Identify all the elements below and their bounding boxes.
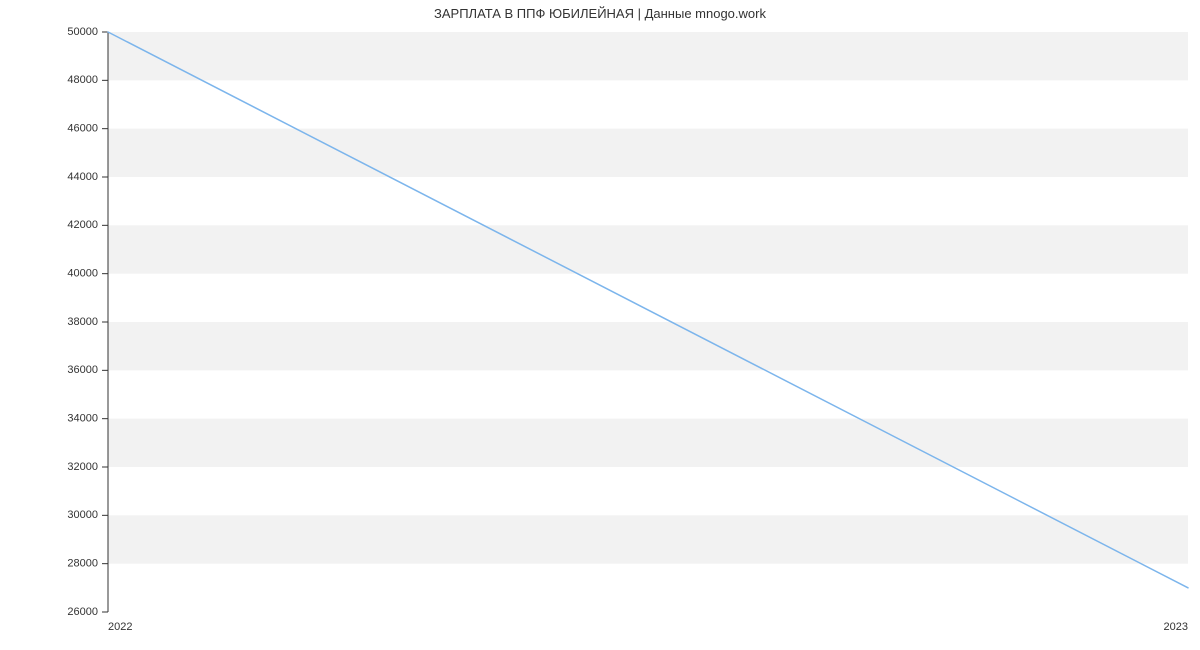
y-tick-label: 32000 — [67, 461, 98, 473]
y-tick-label: 48000 — [67, 74, 98, 86]
y-tick-label: 30000 — [67, 509, 98, 521]
y-tick-label: 28000 — [67, 558, 98, 570]
y-tick-label: 44000 — [67, 171, 98, 183]
grid-band — [108, 515, 1188, 563]
y-tick-label: 42000 — [67, 219, 98, 231]
y-tick-label: 38000 — [67, 316, 98, 328]
grid-band — [108, 225, 1188, 273]
y-tick-label: 36000 — [67, 364, 98, 376]
grid-band — [108, 32, 1188, 80]
chart-canvas: 26000 28000 30000 32000 34000 36000 38000 40000… — [0, 0, 1200, 650]
x-tick-label: 2023 — [1164, 621, 1188, 633]
y-tick-label: 26000 — [67, 606, 98, 618]
y-tick-label: 50000 — [67, 26, 98, 38]
x-tick-label: 2022 — [108, 621, 132, 633]
grid-band — [108, 322, 1188, 370]
y-tick-label: 34000 — [67, 413, 98, 425]
salary-chart: ЗАРПЛАТА В ППФ ЮБИЛЕЙНАЯ | Данные mnogo.… — [0, 0, 1200, 650]
y-tick-label: 46000 — [67, 123, 98, 135]
grid-band — [108, 129, 1188, 177]
y-tick-label: 40000 — [67, 268, 98, 280]
grid-band — [108, 419, 1188, 467]
chart-title: ЗАРПЛАТА В ППФ ЮБИЛЕЙНАЯ | Данные mnogo.… — [0, 6, 1200, 21]
